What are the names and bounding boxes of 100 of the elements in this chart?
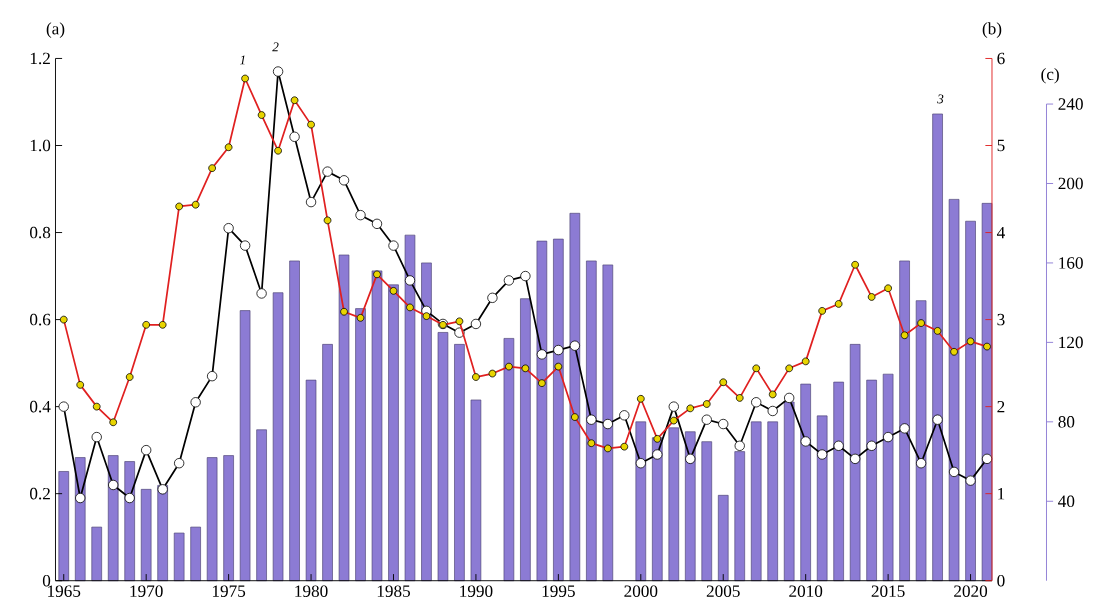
point (734, 440, 745, 451)
y2-tick-label: 5 (997, 139, 1005, 151)
y3-tick-label: 80 (1058, 415, 1075, 428)
point (948, 466, 960, 477)
bar (437, 331, 449, 581)
bar (338, 254, 350, 581)
y-axis-title: (a) (46, 22, 65, 38)
point (338, 174, 350, 186)
bar (965, 220, 976, 581)
bar (388, 284, 399, 581)
y2-tick-label: 6 (997, 52, 1005, 64)
bar (569, 212, 581, 581)
y3-tick-label: 200 (1058, 177, 1083, 190)
point (784, 392, 795, 403)
y-tick-label: 0.2 (30, 487, 50, 500)
bar (717, 494, 729, 581)
point (108, 479, 119, 490)
point (981, 453, 993, 464)
annotation: 3 (937, 94, 944, 104)
bar (586, 260, 597, 581)
point (206, 370, 218, 382)
point (833, 440, 844, 451)
point (602, 418, 613, 429)
point (817, 449, 828, 460)
x-tick-label: 1995 (542, 585, 575, 597)
bar (223, 455, 234, 581)
point (124, 492, 135, 503)
point (553, 344, 564, 355)
bar (157, 484, 168, 581)
bar (701, 441, 713, 581)
bar (536, 240, 548, 581)
bar (800, 383, 811, 581)
text: 2 (272, 42, 279, 51)
point (701, 414, 712, 425)
point (272, 66, 284, 77)
bar (833, 381, 844, 581)
bar (734, 451, 745, 581)
bar (668, 427, 680, 581)
bar (981, 202, 993, 581)
bar (470, 399, 482, 581)
bar (371, 270, 383, 581)
point (767, 405, 778, 416)
y3-tick-label: 160 (1059, 256, 1083, 269)
y3-tick-label: 120 (1059, 336, 1083, 348)
bar (239, 310, 251, 581)
point (141, 444, 152, 456)
bar (684, 431, 696, 581)
point (223, 222, 234, 234)
point (256, 288, 267, 299)
bar (882, 373, 894, 581)
y-tick-label: 0 (42, 574, 51, 587)
bar (256, 429, 267, 581)
bar (866, 379, 877, 581)
point (190, 396, 201, 408)
point (569, 340, 581, 351)
point (355, 209, 366, 221)
point (289, 131, 300, 142)
bar (305, 379, 317, 581)
point (718, 418, 729, 429)
x-tick-label: 1990 (460, 585, 493, 597)
y-tick-label: 0.6 (30, 313, 51, 326)
y2-axis-title: (b) (982, 22, 1002, 38)
point (965, 475, 976, 486)
point (470, 318, 482, 329)
point (652, 449, 663, 460)
point (371, 218, 383, 229)
point (174, 457, 185, 469)
point (239, 240, 251, 251)
point (586, 414, 597, 425)
y-tick-label: 1.0 (30, 139, 51, 152)
x-tick-label: 1980 (295, 585, 328, 597)
bar (454, 343, 465, 581)
y3-tick-label: 40 (1058, 495, 1075, 507)
bar (915, 300, 927, 581)
y3-tick-label: 240 (1058, 98, 1083, 110)
y2-tick-label: 3 (997, 313, 1005, 326)
annotation: 1 (239, 55, 245, 64)
x-tick-label: 1965 (48, 585, 81, 597)
x-tick-label: 1970 (130, 585, 163, 597)
bar (91, 526, 102, 581)
bar (206, 457, 218, 581)
point (866, 440, 877, 451)
point (899, 423, 910, 434)
bar (107, 455, 119, 581)
bar (602, 264, 614, 581)
point (849, 453, 861, 464)
bar (932, 113, 943, 581)
y-tick-label: 0.8 (30, 226, 51, 239)
x-tick-label: 2020 (954, 585, 988, 597)
x-tick-label: 2005 (706, 585, 740, 597)
point (388, 240, 399, 251)
y2-tick-label: 1 (998, 487, 1005, 500)
y3-axis-title: (c) (1041, 67, 1059, 84)
bar (816, 415, 828, 581)
x-tick-label: 2010 (789, 585, 823, 597)
bar (750, 421, 762, 581)
x-tick-label: 2015 (871, 585, 905, 597)
bar (124, 460, 135, 581)
point (800, 436, 811, 447)
bar (140, 488, 152, 581)
